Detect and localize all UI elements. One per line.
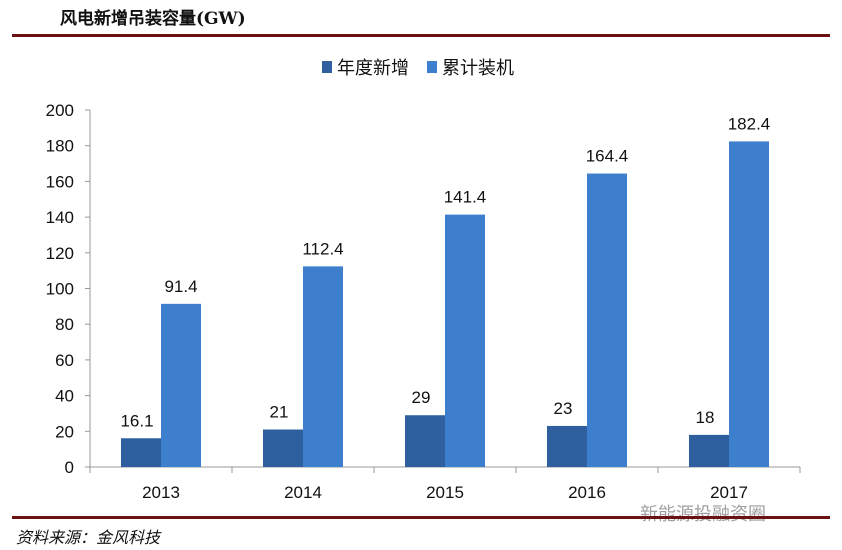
y-tick-label: 40 [55,387,74,406]
legend-swatch [427,61,437,73]
data-label: 164.4 [586,147,629,166]
bar-年度新增-2016 [547,425,587,467]
y-tick-label: 60 [55,351,74,370]
x-tick-label: 2013 [142,483,180,502]
x-tick-label: 2016 [568,483,606,502]
bar-累计装机-2017 [729,141,769,467]
bottom-divider [12,516,830,519]
data-label: 29 [412,388,431,407]
data-label: 112.4 [302,239,343,258]
top-divider [12,34,830,37]
y-tick-label: 120 [46,244,74,263]
bar-年度新增-2015 [405,415,445,467]
bar-年度新增-2014 [263,429,303,467]
chart-title: 风电新增吊装容量(GW) [60,9,246,29]
bar-累计装机-2016 [587,173,627,467]
x-tick-label: 2015 [426,483,464,502]
data-label: 182.4 [728,114,771,133]
y-tick-label: 140 [46,208,74,227]
bar-累计装机-2013 [161,303,201,467]
bar-年度新增-2013 [121,438,161,467]
bar-累计装机-2014 [303,266,343,467]
data-label: 21 [270,403,289,422]
bar-年度新增-2017 [689,434,729,467]
source-note: 资料来源：金风科技 [16,528,161,547]
data-label: 16.1 [120,411,153,430]
x-tick-label: 2014 [284,483,322,502]
legend-swatch [322,61,332,73]
y-tick-label: 0 [65,458,74,477]
legend-label: 年度新增 [337,58,409,79]
y-tick-label: 20 [55,422,74,441]
data-label: 91.4 [164,277,197,296]
data-label: 141.4 [444,188,487,207]
data-label: 18 [696,408,715,427]
x-tick-label: 2017 [710,483,748,502]
bar-累计装机-2015 [445,214,485,467]
y-tick-label: 200 [46,101,74,120]
y-tick-label: 180 [46,137,74,156]
y-tick-label: 100 [46,280,74,299]
watermark: 新能源投融资圈 [640,504,766,524]
data-label: 23 [554,399,573,418]
legend-label: 累计装机 [442,58,514,79]
y-tick-label: 80 [55,315,74,334]
y-tick-label: 160 [46,172,74,191]
